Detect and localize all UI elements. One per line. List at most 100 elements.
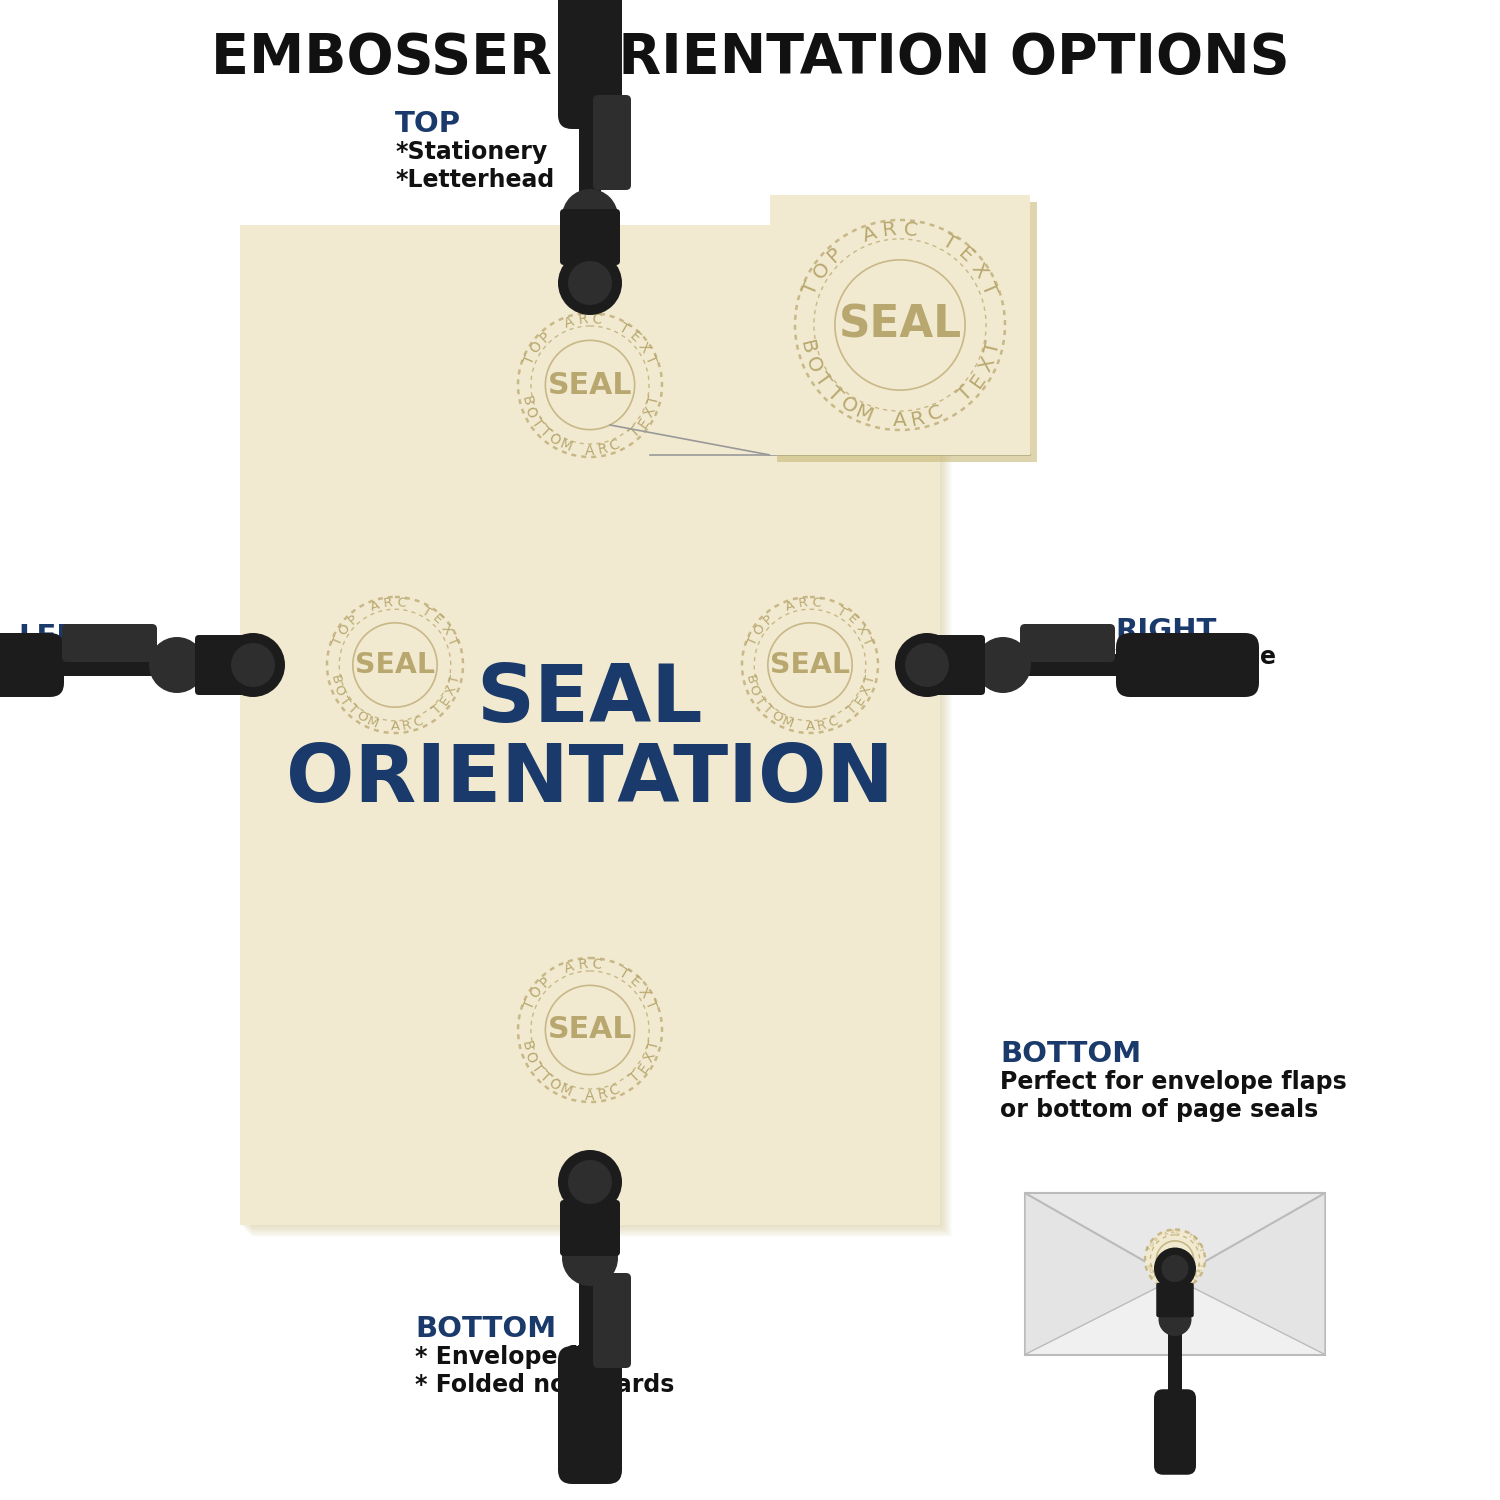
Text: C: C	[591, 957, 603, 972]
Text: T: T	[330, 634, 345, 648]
Text: B: B	[327, 674, 342, 686]
Text: C: C	[396, 597, 406, 610]
Circle shape	[1161, 1256, 1188, 1282]
Text: R: R	[597, 1086, 609, 1102]
Text: E: E	[853, 693, 868, 708]
Text: A: A	[585, 1089, 596, 1102]
Text: B: B	[1146, 1263, 1152, 1269]
Text: T: T	[420, 604, 434, 619]
Circle shape	[568, 1160, 612, 1204]
Text: C: C	[411, 714, 424, 730]
Text: T: T	[1186, 1233, 1191, 1239]
Circle shape	[1154, 1248, 1196, 1290]
FancyBboxPatch shape	[1116, 633, 1258, 698]
FancyBboxPatch shape	[558, 1346, 622, 1484]
Text: T: T	[430, 702, 445, 717]
Text: T: T	[982, 339, 1004, 356]
Text: R: R	[1178, 1284, 1182, 1288]
Text: SEAL: SEAL	[839, 303, 962, 346]
Circle shape	[1158, 1304, 1191, 1336]
Text: T: T	[760, 702, 774, 717]
Text: E: E	[844, 612, 859, 627]
Text: B: B	[519, 1040, 534, 1052]
Text: T: T	[616, 966, 630, 982]
Circle shape	[904, 644, 950, 687]
Text: E: E	[627, 328, 642, 345]
Text: *Stationery
*Letterhead: *Stationery *Letterhead	[394, 140, 555, 192]
FancyBboxPatch shape	[592, 94, 632, 190]
Text: X: X	[966, 260, 990, 282]
Text: A: A	[892, 411, 908, 430]
Text: T: T	[1191, 1276, 1197, 1282]
Text: E: E	[627, 974, 642, 990]
Text: P: P	[345, 612, 360, 627]
Text: M: M	[558, 1082, 574, 1100]
Text: T: T	[642, 999, 658, 1011]
Text: A: A	[1164, 1230, 1168, 1236]
Text: T: T	[1148, 1246, 1154, 1251]
Text: E: E	[1191, 1236, 1197, 1242]
Text: R: R	[382, 597, 393, 610]
Text: O: O	[546, 1076, 562, 1094]
FancyBboxPatch shape	[1154, 1389, 1196, 1474]
Text: T: T	[1154, 1276, 1160, 1282]
Text: A: A	[585, 444, 596, 458]
Text: X: X	[444, 684, 459, 698]
Text: P: P	[824, 244, 846, 266]
Text: SEAL: SEAL	[548, 1016, 633, 1044]
Text: X: X	[853, 622, 868, 638]
Text: P: P	[537, 974, 554, 990]
Text: P: P	[760, 612, 776, 627]
Text: E: E	[634, 1060, 651, 1076]
Polygon shape	[1024, 1192, 1174, 1354]
Text: M: M	[364, 714, 380, 730]
Text: T: T	[836, 604, 849, 619]
Text: C: C	[608, 438, 621, 454]
Text: T: T	[646, 1040, 662, 1052]
Text: RIGHT: RIGHT	[1114, 616, 1216, 645]
Text: E: E	[438, 693, 453, 708]
Text: * Envelope flaps
* Folded note cards: * Envelope flaps * Folded note cards	[416, 1346, 675, 1396]
Text: M: M	[558, 436, 574, 454]
Text: O: O	[528, 984, 544, 1000]
Text: SEAL: SEAL	[770, 651, 850, 680]
Circle shape	[327, 597, 464, 734]
Text: R: R	[882, 220, 898, 240]
Text: T: T	[862, 674, 877, 686]
Circle shape	[742, 597, 878, 734]
Text: E: E	[954, 243, 976, 267]
Circle shape	[518, 314, 662, 458]
Text: T: T	[522, 999, 537, 1011]
Text: T: T	[1197, 1246, 1203, 1251]
Bar	[1168, 1316, 1182, 1406]
Text: O: O	[336, 621, 352, 638]
Circle shape	[148, 638, 206, 693]
Bar	[579, 1250, 602, 1390]
Text: O: O	[522, 404, 538, 420]
Text: T: T	[345, 702, 360, 717]
Circle shape	[562, 1230, 618, 1286]
Text: B: B	[519, 394, 534, 406]
Text: X: X	[636, 984, 652, 1000]
Text: O: O	[354, 708, 369, 726]
Text: T: T	[752, 693, 766, 708]
Text: * Book page: * Book page	[1114, 645, 1276, 669]
Text: T: T	[627, 1070, 644, 1086]
Text: Perfect for envelope flaps
or bottom of page seals: Perfect for envelope flaps or bottom of …	[1000, 1070, 1347, 1122]
Text: LEFT: LEFT	[18, 622, 96, 651]
Bar	[579, 75, 602, 220]
Text: O: O	[546, 430, 562, 448]
Text: P: P	[1154, 1236, 1160, 1242]
Text: X: X	[642, 1050, 658, 1065]
Circle shape	[518, 958, 662, 1102]
Text: T: T	[1149, 1272, 1156, 1278]
Text: X: X	[1194, 1240, 1200, 1246]
Text: T: T	[939, 231, 958, 254]
Text: O: O	[1148, 1268, 1154, 1274]
Text: R: R	[597, 441, 609, 458]
Text: O: O	[752, 621, 768, 638]
Text: X: X	[858, 684, 874, 698]
Text: T: T	[824, 382, 844, 405]
Text: TOP: TOP	[394, 110, 460, 138]
Bar	[40, 654, 180, 676]
